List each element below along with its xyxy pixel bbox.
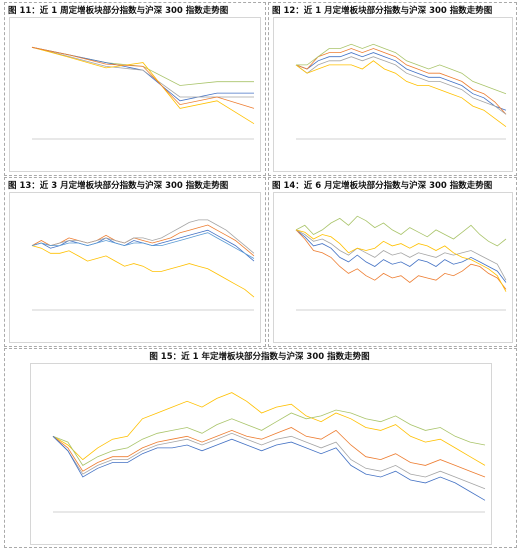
figure-title: 图 14：近 6 月定增板块部分指数与沪深 300 指数走势图 (272, 181, 493, 191)
figure-title: 图 11：近 1 周定增板块部分指数与沪深 300 指数走势图 (8, 6, 229, 16)
figure-frame (4, 177, 266, 347)
series-line (31, 232, 255, 259)
figure-frame (4, 2, 266, 176)
figure-frame (268, 177, 517, 347)
series-line (31, 245, 255, 298)
series-line (295, 56, 507, 115)
series-line (52, 432, 486, 490)
chart (9, 17, 261, 172)
series-line (52, 427, 486, 478)
chart (9, 192, 261, 343)
figure-title: 图 15：近 1 年定增板块部分指数与沪深 300 指数走势图 (149, 352, 370, 362)
figure-title: 图 13：近 3 月定增板块部分指数与沪深 300 指数走势图 (8, 181, 229, 191)
chart (30, 363, 492, 545)
series-line (52, 409, 486, 466)
series-line (31, 46, 255, 125)
series-line (295, 48, 507, 115)
series-line (52, 436, 486, 501)
series-line (52, 392, 486, 466)
series-line (295, 229, 507, 292)
series-line (31, 46, 255, 109)
series-line (296, 43, 507, 95)
series-line (31, 46, 254, 98)
series-line (295, 229, 507, 281)
series-line (31, 229, 255, 262)
series-line (295, 229, 507, 290)
series-line (295, 229, 507, 283)
figure-title: 图 12：近 1 月定增板块部分指数与沪深 300 指数走势图 (272, 6, 493, 16)
series-line (31, 224, 255, 257)
figure-frame (4, 348, 517, 548)
series-line (295, 60, 507, 128)
series-line (295, 52, 507, 111)
chart (273, 192, 513, 343)
figure-frame (268, 2, 517, 176)
chart (273, 17, 513, 172)
series-line (295, 215, 507, 247)
series-line (31, 219, 255, 254)
